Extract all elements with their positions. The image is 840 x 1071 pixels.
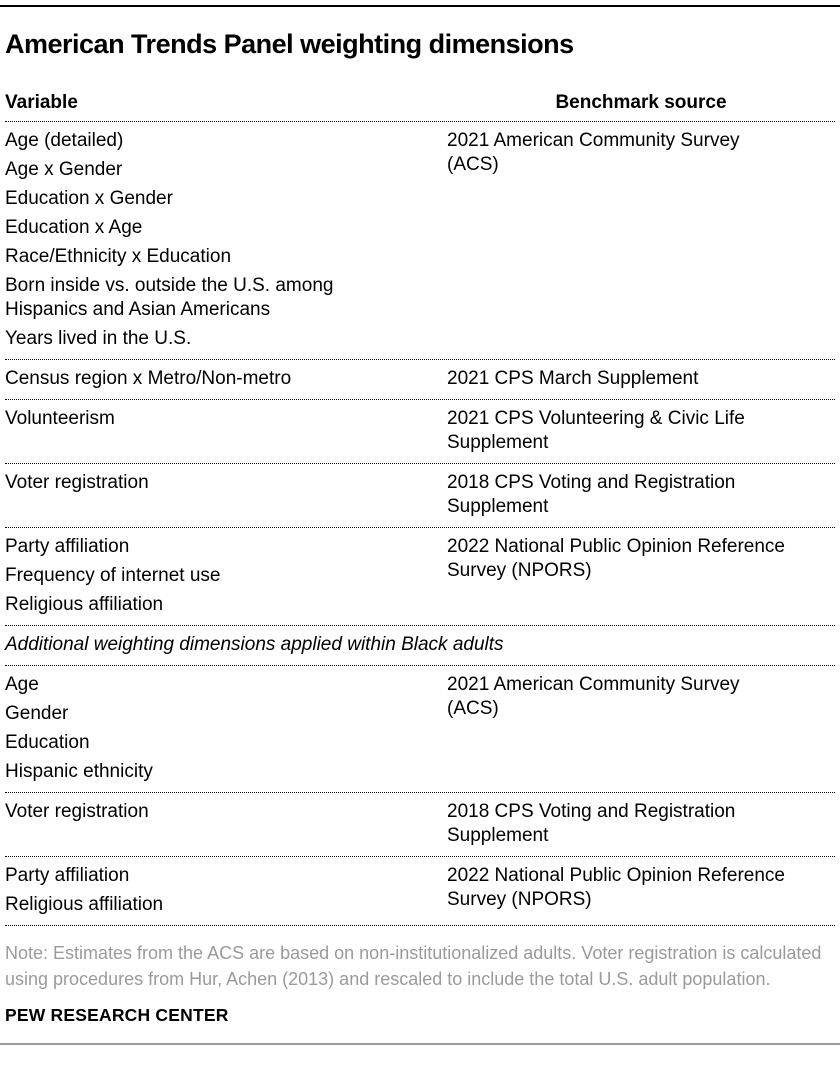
benchmark-source-cell: 2021 American Community Survey (ACS) — [447, 674, 740, 720]
benchmark-source-cell: 2021 American Community Survey (ACS) — [447, 130, 740, 176]
figure-content: American Trends Panel weighting dimensio… — [0, 29, 840, 1026]
variable-item: Party affiliation — [5, 865, 130, 887]
bottom-rule — [0, 1043, 840, 1046]
variable-cell: Party affiliation Religious affiliation — [5, 864, 405, 917]
main-sections: Age (detailed) Age x Gender Education x Ge… — [5, 122, 835, 627]
table-row: Volunteerism 2021 CPS Volunteering & Civi… — [5, 400, 835, 465]
column-header-benchmark-source: Benchmark source — [555, 92, 727, 114]
variable-item: Gender — [5, 703, 69, 725]
page-title: American Trends Panel weighting dimensio… — [5, 29, 574, 59]
variable-item: Education — [5, 732, 90, 754]
bottom-spacer — [0, 1045, 840, 1071]
table-row: Party affiliation Religious affiliation 20… — [5, 857, 835, 927]
variable-item: Age x Gender — [5, 159, 123, 181]
variable-item: Census region x Metro/Non-metro — [5, 368, 292, 390]
variable-cell: Voter registration — [5, 471, 405, 519]
note-text: Note: Estimates from the ACS are based o… — [5, 943, 822, 990]
pew-research-center-wordmark: PEW RESEARCH CENTER — [5, 1005, 229, 1026]
benchmark-source-cell: 2022 National Public Opinion Reference S… — [447, 536, 785, 582]
top-rule — [0, 5, 840, 7]
variable-item: Education x Gender — [5, 188, 173, 210]
variable-item: Born inside vs. outside the U.S. among H… — [5, 275, 334, 321]
table-row: Voter registration 2018 CPS Voting and Re… — [5, 464, 835, 529]
variable-item: Age — [5, 674, 39, 696]
variable-cell: Age Gender Education Hispanic ethnicity — [5, 673, 405, 784]
benchmark-source-cell: 2022 National Public Opinion Reference S… — [447, 865, 785, 911]
variable-item: Hispanic ethnicity — [5, 761, 153, 783]
table-row: Age (detailed) Age x Gender Education x Ge… — [5, 122, 835, 361]
variable-item: Frequency of internet use — [5, 565, 221, 587]
variable-item: Religious affiliation — [5, 894, 164, 916]
variable-cell: Age (detailed) Age x Gender Education x Ge… — [5, 129, 405, 351]
table-row: Census region x Metro/Non-metro 2021 CPS … — [5, 360, 835, 401]
benchmark-source-cell: 2018 CPS Voting and Registration Supplem… — [447, 472, 736, 518]
variable-cell: Voter registration — [5, 800, 405, 848]
table-header-row: Variable Benchmark source — [5, 91, 835, 123]
variable-item: Voter registration — [5, 472, 149, 494]
black-adults-sections: Age Gender Education Hispanic ethnicity 2021… — [5, 666, 835, 927]
variable-item: Religious affiliation — [5, 594, 164, 616]
benchmark-source-cell: 2018 CPS Voting and Registration Supplem… — [447, 801, 736, 847]
variable-cell: Party affiliation Frequency of internet u… — [5, 535, 405, 617]
table-row: Voter registration 2018 CPS Voting and Re… — [5, 793, 835, 858]
variable-item: Party affiliation — [5, 536, 130, 558]
table-row: Age Gender Education Hispanic ethnicity 2021… — [5, 666, 835, 794]
variable-cell: Volunteerism — [5, 407, 405, 455]
column-header-variable: Variable — [5, 92, 78, 114]
variable-item: Years lived in the U.S. — [5, 328, 192, 350]
benchmark-source-cell: 2021 CPS March Supplement — [447, 368, 699, 390]
variable-item: Race/Ethnicity x Education — [5, 246, 232, 268]
variable-item: Age (detailed) — [5, 130, 124, 152]
variable-item: Voter registration — [5, 801, 149, 823]
subsection-header-black-adults: Additional weighting dimensions applied … — [5, 626, 835, 667]
table-row: Party affiliation Frequency of internet u… — [5, 528, 835, 627]
benchmark-source-cell: 2021 CPS Volunteering & Civic Life Suppl… — [447, 408, 745, 454]
variable-cell: Census region x Metro/Non-metro — [5, 367, 405, 391]
variable-item: Education x Age — [5, 217, 143, 239]
variable-item: Volunteerism — [5, 408, 115, 430]
